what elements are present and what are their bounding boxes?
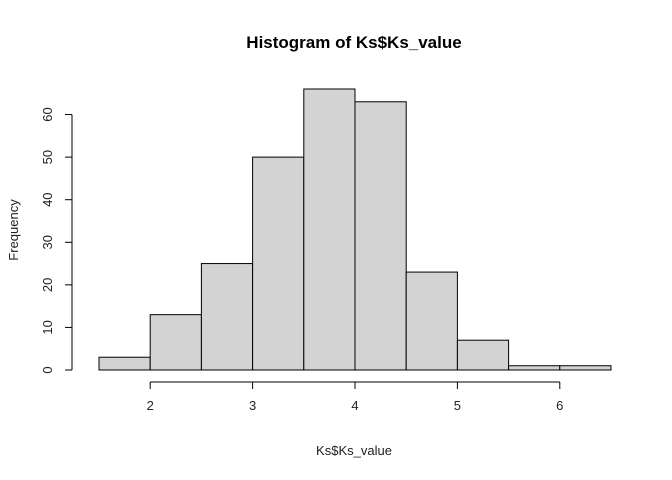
x-axis: 2 3 4 5 6 <box>147 381 563 413</box>
x-tick-label-3: 3 <box>249 398 256 413</box>
x-tick-label-2: 2 <box>147 398 154 413</box>
histogram-bar-8 <box>508 365 561 371</box>
x-axis-label: Ks$Ks_value <box>316 443 392 458</box>
y-tick-label-20: 20 <box>40 278 55 292</box>
y-tick-label-0: 0 <box>40 366 55 373</box>
histogram-bar-9 <box>559 365 612 371</box>
y-tick-label-60: 60 <box>40 107 55 121</box>
histogram-bar-5 <box>354 101 407 371</box>
histogram-bar-2 <box>200 263 254 371</box>
y-tick-label-10: 10 <box>40 320 55 334</box>
x-tick-label-4: 4 <box>351 398 358 413</box>
y-axis-label: Frequency <box>6 199 21 261</box>
y-tick-label-40: 40 <box>40 192 55 206</box>
histogram-bar-0 <box>98 356 151 371</box>
x-tick-label-5: 5 <box>454 398 461 413</box>
y-axis: 0 10 20 30 40 50 60 <box>40 107 73 374</box>
y-tick-label-50: 50 <box>40 150 55 164</box>
y-tick-label-30: 30 <box>40 235 55 249</box>
histogram-bar-3 <box>252 156 305 371</box>
histogram-bar-4 <box>303 88 356 371</box>
histogram-bar-1 <box>149 314 202 371</box>
histogram-bar-7 <box>456 339 510 371</box>
bars-group <box>98 88 612 371</box>
chart-title: Histogram of Ks$Ks_value <box>246 33 461 52</box>
x-tick-label-6: 6 <box>556 398 563 413</box>
histogram-bar-6 <box>405 271 458 371</box>
